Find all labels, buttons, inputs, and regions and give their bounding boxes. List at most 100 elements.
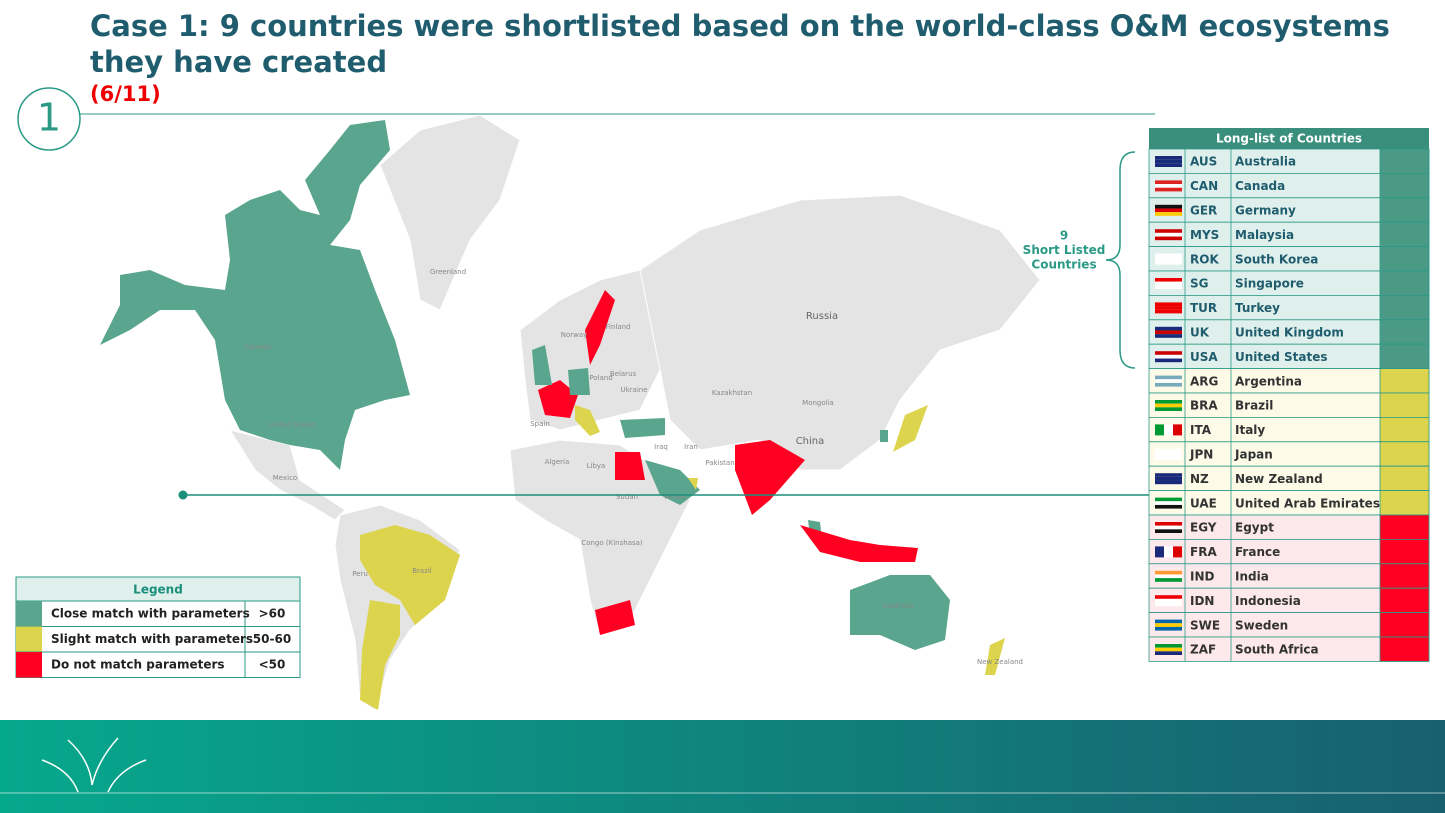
country-name: South Korea [1235, 252, 1318, 266]
list-status [1379, 441, 1430, 467]
map-label: Norway [561, 331, 588, 339]
flag-stripe [1155, 285, 1182, 289]
flag-stripe [1155, 501, 1182, 505]
list-status [1379, 514, 1430, 540]
land [639, 194, 1041, 471]
map-label: Russia [806, 311, 838, 322]
flag-stripe [1155, 309, 1182, 314]
flag-stripe [1155, 187, 1182, 192]
country [688, 478, 698, 490]
flag-stripe [1155, 326, 1182, 331]
title: Case 1: 9 countries were shortlisted bas… [90, 9, 1390, 79]
map-label: Mexico [273, 474, 297, 482]
list-status [1379, 636, 1430, 662]
flag-stripe [1155, 619, 1182, 624]
flag-stripe [1155, 578, 1182, 582]
flag-stripe [1155, 180, 1182, 185]
country [850, 575, 950, 650]
map-label: Greenland [430, 268, 466, 276]
list-status [1379, 465, 1430, 492]
map-label: United States [268, 421, 316, 429]
country-code: JPN [1189, 448, 1213, 462]
flag-stripe [1155, 184, 1182, 188]
list-status [1379, 490, 1430, 516]
bracket [1105, 151, 1136, 369]
flag-stripe [1155, 623, 1182, 627]
flag-stripe [1155, 480, 1182, 485]
flag-stripe [1155, 497, 1182, 502]
flag-stripe [1155, 159, 1182, 164]
country-code: IDN [1190, 594, 1214, 608]
country [568, 368, 590, 395]
list-title: Long-list of Countries [1216, 132, 1362, 146]
flag-stripe [1155, 330, 1182, 335]
flag-stripe [1155, 598, 1182, 603]
flag-stripe [1155, 163, 1182, 167]
map-label: Peru [352, 570, 368, 578]
flag-stripe [1155, 644, 1182, 648]
country-code: ZAF [1190, 643, 1216, 657]
flag-stripe [1155, 379, 1182, 383]
step-number: 1 [37, 96, 61, 140]
map-label: Iran [684, 443, 698, 451]
country [532, 345, 552, 385]
flag-stripe [1173, 546, 1182, 558]
flag-stripe [1155, 602, 1182, 607]
country-code: ROK [1190, 252, 1219, 266]
flag-stripe [1155, 473, 1182, 477]
flag-stripe [1155, 281, 1182, 286]
subtitle: (6/11) [90, 82, 161, 106]
country [538, 380, 578, 418]
list-status [1379, 343, 1430, 370]
country-code: USA [1190, 350, 1218, 364]
flag-stripe [1155, 306, 1182, 310]
country-name: South Africa [1235, 643, 1319, 657]
country-name: Italy [1235, 423, 1265, 437]
map-label: Brazil [412, 567, 432, 575]
country-name: Argentina [1235, 374, 1302, 388]
country-name: United Arab Emirates [1235, 496, 1380, 510]
country [893, 405, 928, 452]
flag-stripe [1155, 407, 1182, 411]
country-code: FRA [1190, 545, 1217, 559]
legend-swatch [16, 601, 42, 627]
country [800, 525, 918, 562]
map-label: Finland [605, 323, 630, 331]
map-label: New Zealand [977, 658, 1023, 666]
flag-stripe [1155, 204, 1182, 209]
list-status [1379, 416, 1430, 443]
country [360, 600, 400, 710]
flag-stripe [1155, 375, 1182, 380]
flag-stripe [1155, 212, 1182, 216]
flag-stripe [1155, 156, 1182, 160]
flag-stripe [1155, 257, 1182, 261]
country [585, 290, 615, 365]
land [379, 114, 521, 311]
map-label: China [796, 436, 825, 447]
map-label: Yemen [662, 493, 686, 501]
list-status [1379, 539, 1430, 565]
flag-stripe [1155, 424, 1164, 436]
bracket-label: Short Listed [1023, 243, 1106, 257]
country-code: ARG [1190, 374, 1218, 388]
list-status [1379, 197, 1430, 223]
country-name: Germany [1235, 204, 1296, 218]
land [509, 439, 691, 636]
country-name: France [1235, 545, 1280, 559]
legend-row [15, 626, 301, 653]
map-label: Libya [587, 462, 606, 470]
flag-stripe [1164, 424, 1173, 436]
map-label: Poland [589, 374, 612, 382]
country-name: Japan [1234, 448, 1273, 462]
flag-stripe [1155, 504, 1182, 509]
map-label: Algeria [545, 458, 570, 466]
flag-stripe [1155, 626, 1182, 631]
country-name: Egypt [1235, 521, 1274, 535]
pointer-dot [178, 490, 188, 500]
country-name: Australia [1235, 155, 1296, 169]
country-code: BRA [1190, 399, 1218, 413]
country-name: India [1235, 570, 1269, 584]
list-status [1379, 563, 1430, 589]
